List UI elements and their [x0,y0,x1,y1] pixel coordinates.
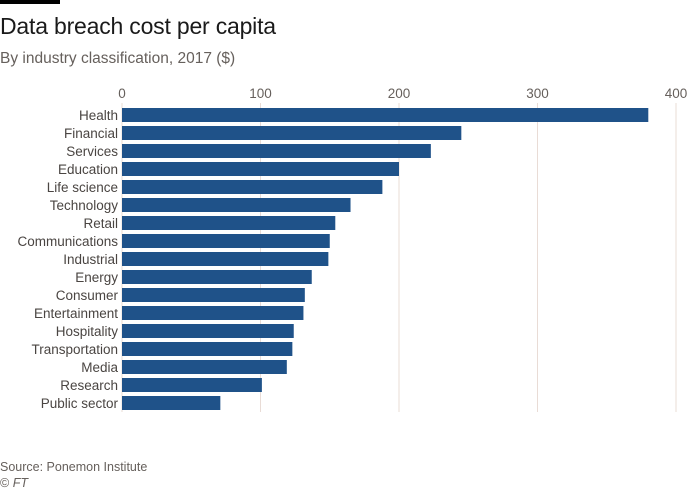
category-label-retail: Retail [83,216,118,231]
category-labels: Health Financial Services Education Life sci… [17,108,118,411]
x-tick-label-0: 0 [118,86,126,101]
category-label-consumer: Consumer [56,288,119,303]
bar-health [122,108,649,122]
category-label-life-science: Life science [47,180,118,195]
category-label-services: Services [66,144,118,159]
bar-media [122,360,287,374]
bar-public-sector [122,396,221,410]
category-label-entertainment: Entertainment [34,306,118,321]
category-label-health: Health [79,108,118,123]
category-label-media: Media [81,360,118,375]
bar-technology [122,198,351,212]
source-note: Source: Ponemon Institute [0,460,148,474]
bars [122,108,649,410]
ft-top-bar [0,0,60,4]
category-label-transportation: Transportation [31,342,118,357]
bar-education [122,162,399,176]
x-tick-label-400: 400 [665,86,688,101]
bar-communications [122,234,330,248]
bar-financial [122,126,462,140]
category-label-energy: Energy [75,270,118,285]
bar-services [122,144,431,158]
bar-energy [122,270,312,284]
category-label-technology: Technology [50,198,119,213]
bar-transportation [122,342,293,356]
category-label-public-sector: Public sector [41,396,119,411]
category-label-hospitality: Hospitality [56,324,119,339]
chart-subtitle: By industry classification, 2017 ($) [0,50,236,67]
x-axis-ticks: 0 100 200 300 400 [118,86,687,101]
bar-life-science [122,180,383,194]
x-tick-label-200: 200 [388,86,411,101]
category-label-research: Research [60,378,118,393]
bar-hospitality [122,324,294,338]
x-tick-label-300: 300 [526,86,549,101]
copyright-text: FT [12,476,28,490]
chart-title: Data breach cost per capita [0,13,276,39]
bar-industrial [122,252,329,266]
bar-retail [122,216,336,230]
bar-entertainment [122,306,304,320]
bar-research [122,378,262,392]
category-label-industrial: Industrial [63,252,118,267]
x-tick-label-100: 100 [249,86,272,101]
category-label-financial: Financial [64,126,118,141]
bar-consumer [122,288,305,302]
copyright-note: © FT [0,476,28,490]
copyright-symbol: © [0,476,10,490]
category-label-education: Education [58,162,118,177]
category-label-communications: Communications [17,234,118,249]
